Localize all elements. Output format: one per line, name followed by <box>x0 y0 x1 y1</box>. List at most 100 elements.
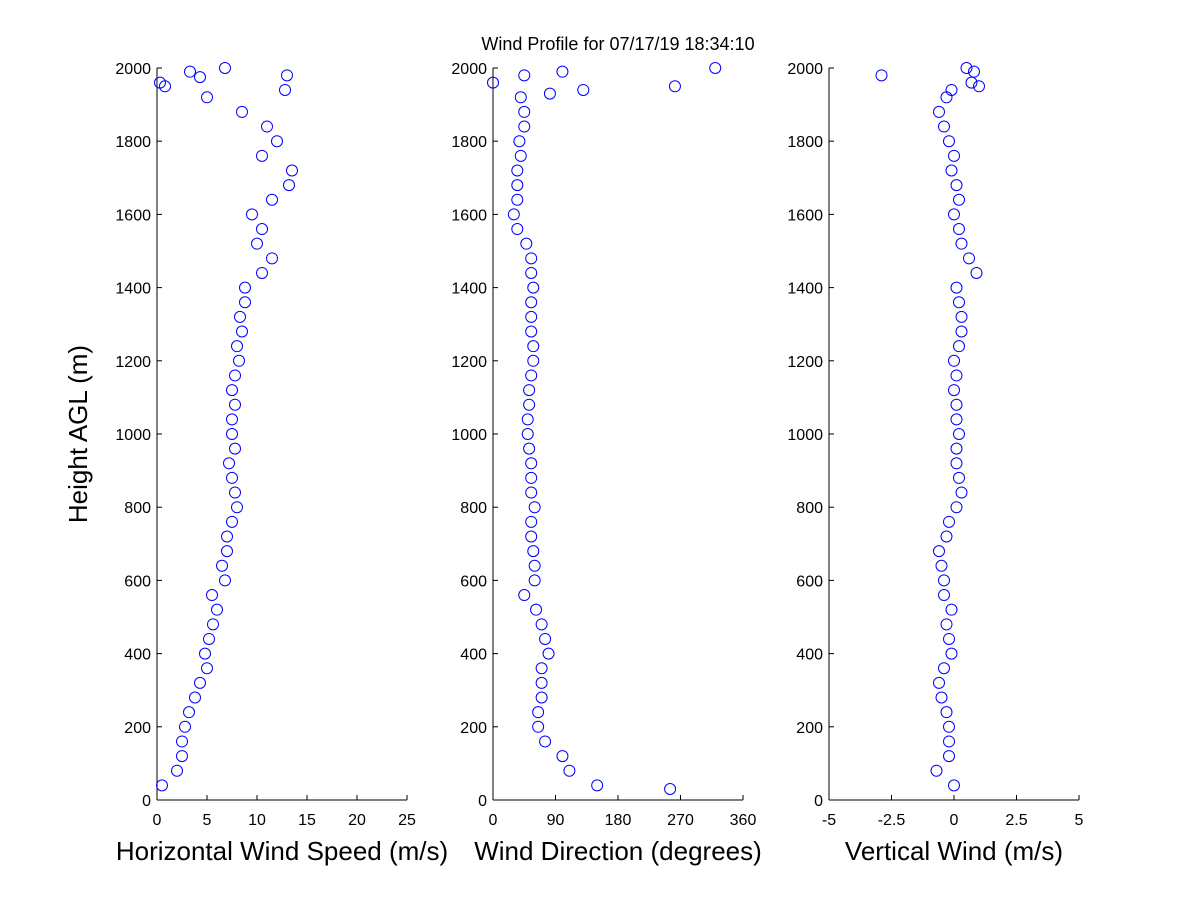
x-tick-label: 0 <box>950 812 959 829</box>
data-point <box>226 515 238 528</box>
x-tick-label: 25 <box>398 812 416 829</box>
data-point <box>523 398 536 411</box>
y-tick-label: 1000 <box>115 427 151 444</box>
y-tick-label: 200 <box>796 720 823 737</box>
y-tick-label: 1600 <box>787 207 823 224</box>
data-point <box>525 486 538 499</box>
data-point <box>950 442 963 455</box>
y-tick-label: 1200 <box>787 354 823 371</box>
data-point <box>933 545 945 558</box>
data-point <box>950 501 963 514</box>
data-point <box>279 83 291 96</box>
data-point <box>953 471 965 484</box>
chart-title: Wind Profile for 07/17/19 18:34:10 <box>481 34 754 54</box>
data-point <box>184 65 196 78</box>
y-tick-label: 800 <box>460 500 487 517</box>
data-point <box>511 223 524 236</box>
data-point <box>528 501 541 514</box>
data-point <box>973 80 985 93</box>
data-point <box>261 120 273 133</box>
x-tick-label: -2.5 <box>878 812 906 829</box>
data-point <box>930 764 943 777</box>
data-point <box>231 501 243 514</box>
data-point <box>948 779 960 792</box>
data-point <box>221 545 233 558</box>
data-point <box>539 735 552 748</box>
data-point <box>525 515 538 528</box>
x-axis-label: Vertical Wind (m/s) <box>845 836 1063 866</box>
data-point <box>211 603 223 616</box>
data-point <box>176 750 188 763</box>
data-point <box>943 720 955 733</box>
data-point <box>239 296 251 309</box>
data-point <box>518 69 531 82</box>
data-point <box>563 764 576 777</box>
data-point <box>938 120 950 133</box>
data-point <box>226 428 238 440</box>
data-point <box>201 662 213 675</box>
data-point <box>953 223 965 236</box>
data-point <box>229 486 241 499</box>
data-point <box>709 62 722 74</box>
x-tick-label: 270 <box>667 812 694 829</box>
data-point <box>527 281 540 294</box>
data-point <box>507 208 520 221</box>
x-tick-label: 10 <box>248 812 266 829</box>
x-tick-label: 5 <box>203 812 212 829</box>
data-point <box>271 135 283 148</box>
x-tick-label: 2.5 <box>1005 812 1027 829</box>
data-point <box>229 442 241 455</box>
y-tick-label: 1200 <box>451 354 487 371</box>
data-point <box>525 530 538 543</box>
data-point <box>953 428 965 440</box>
data-point <box>525 296 538 309</box>
data-point <box>518 105 531 118</box>
data-point <box>940 91 953 104</box>
y-tick-label: 600 <box>460 573 487 590</box>
data-point <box>955 325 968 338</box>
data-point <box>528 574 541 587</box>
data-point <box>523 442 536 455</box>
data-point <box>970 266 983 279</box>
data-point <box>933 676 945 689</box>
y-axis-label: Height AGL (m) <box>63 345 93 523</box>
data-point <box>955 486 968 499</box>
y-tick-label: 800 <box>124 500 151 517</box>
data-point <box>965 76 978 89</box>
data-point <box>223 457 235 470</box>
data-point <box>233 354 245 367</box>
data-point <box>577 83 590 96</box>
data-point <box>943 735 955 748</box>
data-point <box>525 471 538 484</box>
data-point <box>251 237 263 250</box>
data-point <box>945 164 958 177</box>
data-point <box>487 76 499 89</box>
data-point <box>236 325 248 338</box>
data-point <box>938 662 950 675</box>
data-point <box>203 632 215 645</box>
data-point <box>171 764 183 777</box>
data-point <box>511 164 524 177</box>
data-point <box>535 676 548 689</box>
y-tick-label: 1800 <box>451 134 487 151</box>
data-point <box>940 530 953 543</box>
data-point <box>664 783 677 796</box>
y-tick-label: 2000 <box>115 61 151 78</box>
data-point <box>159 80 171 93</box>
y-tick-label: 1000 <box>787 427 823 444</box>
data-point <box>207 618 219 631</box>
data-point <box>953 340 965 353</box>
data-point <box>236 105 248 118</box>
data-point <box>933 105 945 118</box>
y-tick-label: 1600 <box>451 207 487 224</box>
data-point <box>511 179 524 192</box>
data-point <box>286 164 298 177</box>
data-point <box>219 62 231 74</box>
data-point <box>945 603 958 616</box>
y-tick-label: 200 <box>460 720 487 737</box>
data-point <box>525 266 538 279</box>
data-point <box>234 310 246 323</box>
data-point <box>875 69 888 82</box>
y-tick-label: 1000 <box>451 427 487 444</box>
data-point <box>943 632 955 645</box>
